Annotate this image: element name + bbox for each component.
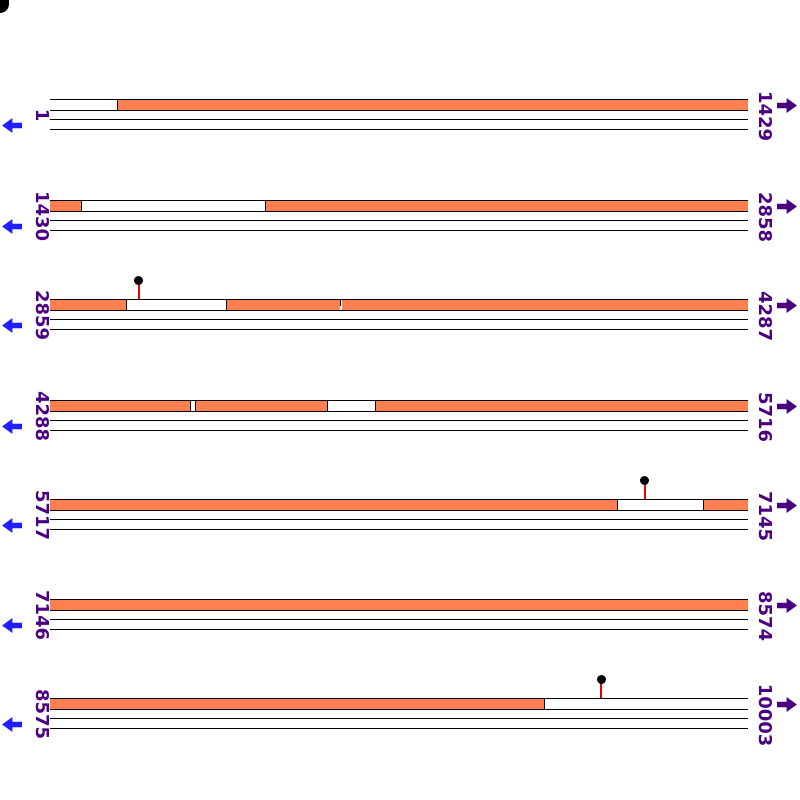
empty-segment [50,100,117,110]
sequence-line [50,619,748,620]
sequence-line [50,329,748,330]
scroll-left-arrow[interactable] [2,717,22,732]
feature-track [50,698,748,710]
empty-segment [326,401,375,411]
scroll-left-arrow[interactable] [2,618,22,633]
feature-track [50,400,748,412]
start-coordinate-label: 8575 [31,688,52,740]
feature-track [50,200,748,212]
scroll-right-arrow[interactable] [777,399,797,414]
segment-divider [616,500,618,510]
scroll-right-arrow[interactable] [777,498,797,513]
end-coordinate-label: 10003 [754,683,775,747]
segment-divider [702,500,704,510]
feature-segment[interactable] [702,500,748,510]
feature-segment[interactable] [374,401,748,411]
end-coordinate-label: 1429 [754,90,775,142]
sequence-line [50,629,748,630]
feature-segment[interactable] [194,401,327,411]
sequence-line [50,119,748,120]
corner-mark [0,0,9,13]
scroll-right-arrow[interactable] [777,598,797,613]
sequence-line [50,519,748,520]
marker-dot [640,476,650,485]
feature-track [50,299,748,311]
sequence-line [50,529,748,530]
sequence-line [50,220,748,221]
segment-divider [264,201,266,211]
empty-segment [80,201,265,211]
sequence-line [50,420,748,421]
segment-divider [126,300,127,310]
empty-segment [616,500,703,510]
start-coordinate-label: 7146 [31,589,52,641]
segment-divider [326,401,328,411]
end-coordinate-label: 7145 [754,490,775,542]
marker-stem [643,484,646,499]
start-coordinate-label: 5717 [31,489,52,541]
scroll-left-arrow[interactable] [2,219,22,234]
feature-boundary-notch [340,300,343,310]
scroll-right-arrow[interactable] [777,199,797,214]
scroll-left-arrow[interactable] [2,118,22,133]
feature-segment[interactable] [117,100,748,110]
feature-track [50,499,748,511]
feature-segment[interactable] [225,300,340,310]
segment-divider [374,401,376,411]
scroll-left-arrow[interactable] [2,318,22,333]
marker-dot [134,276,144,285]
scroll-right-arrow[interactable] [777,697,797,712]
sequence-line [50,319,748,320]
start-coordinate-label: 1430 [31,190,52,242]
sequence-line [50,728,748,729]
end-coordinate-label: 5716 [754,391,775,443]
sequence-line [50,129,748,130]
segment-divider [117,100,118,110]
segment-divider [225,300,227,310]
feature-track [50,599,748,611]
empty-segment [190,401,195,411]
scroll-right-arrow[interactable] [777,298,797,313]
feature-track [50,99,748,111]
feature-segment[interactable] [50,300,126,310]
sequence-line [50,718,748,719]
feature-segment[interactable] [342,300,748,310]
marker-stem [600,683,602,698]
segment-divider [190,401,192,411]
empty-segment [126,300,226,310]
scroll-left-arrow[interactable] [2,419,22,434]
end-coordinate-label: 4287 [754,290,775,342]
scroll-left-arrow[interactable] [2,518,22,533]
empty-segment [543,699,748,709]
start-coordinate-label: 2859 [31,289,52,341]
sequence-line [50,430,748,431]
end-coordinate-label: 8574 [754,590,775,642]
end-coordinate-label: 2858 [754,191,775,243]
segment-divider [194,401,196,411]
scroll-right-arrow[interactable] [777,98,797,113]
sequence-line [50,230,748,231]
start-coordinate-label: 1 [31,108,52,122]
feature-segment[interactable] [50,600,748,610]
marker-stem [137,284,140,299]
feature-segment[interactable] [50,201,81,211]
start-coordinate-label: 4288 [31,390,52,442]
feature-segment[interactable] [50,699,544,709]
segment-divider [543,699,545,709]
feature-segment[interactable] [50,500,617,510]
segment-divider [80,201,82,211]
feature-segment[interactable] [264,201,748,211]
feature-segment[interactable] [50,401,191,411]
marker-dot [596,675,606,684]
